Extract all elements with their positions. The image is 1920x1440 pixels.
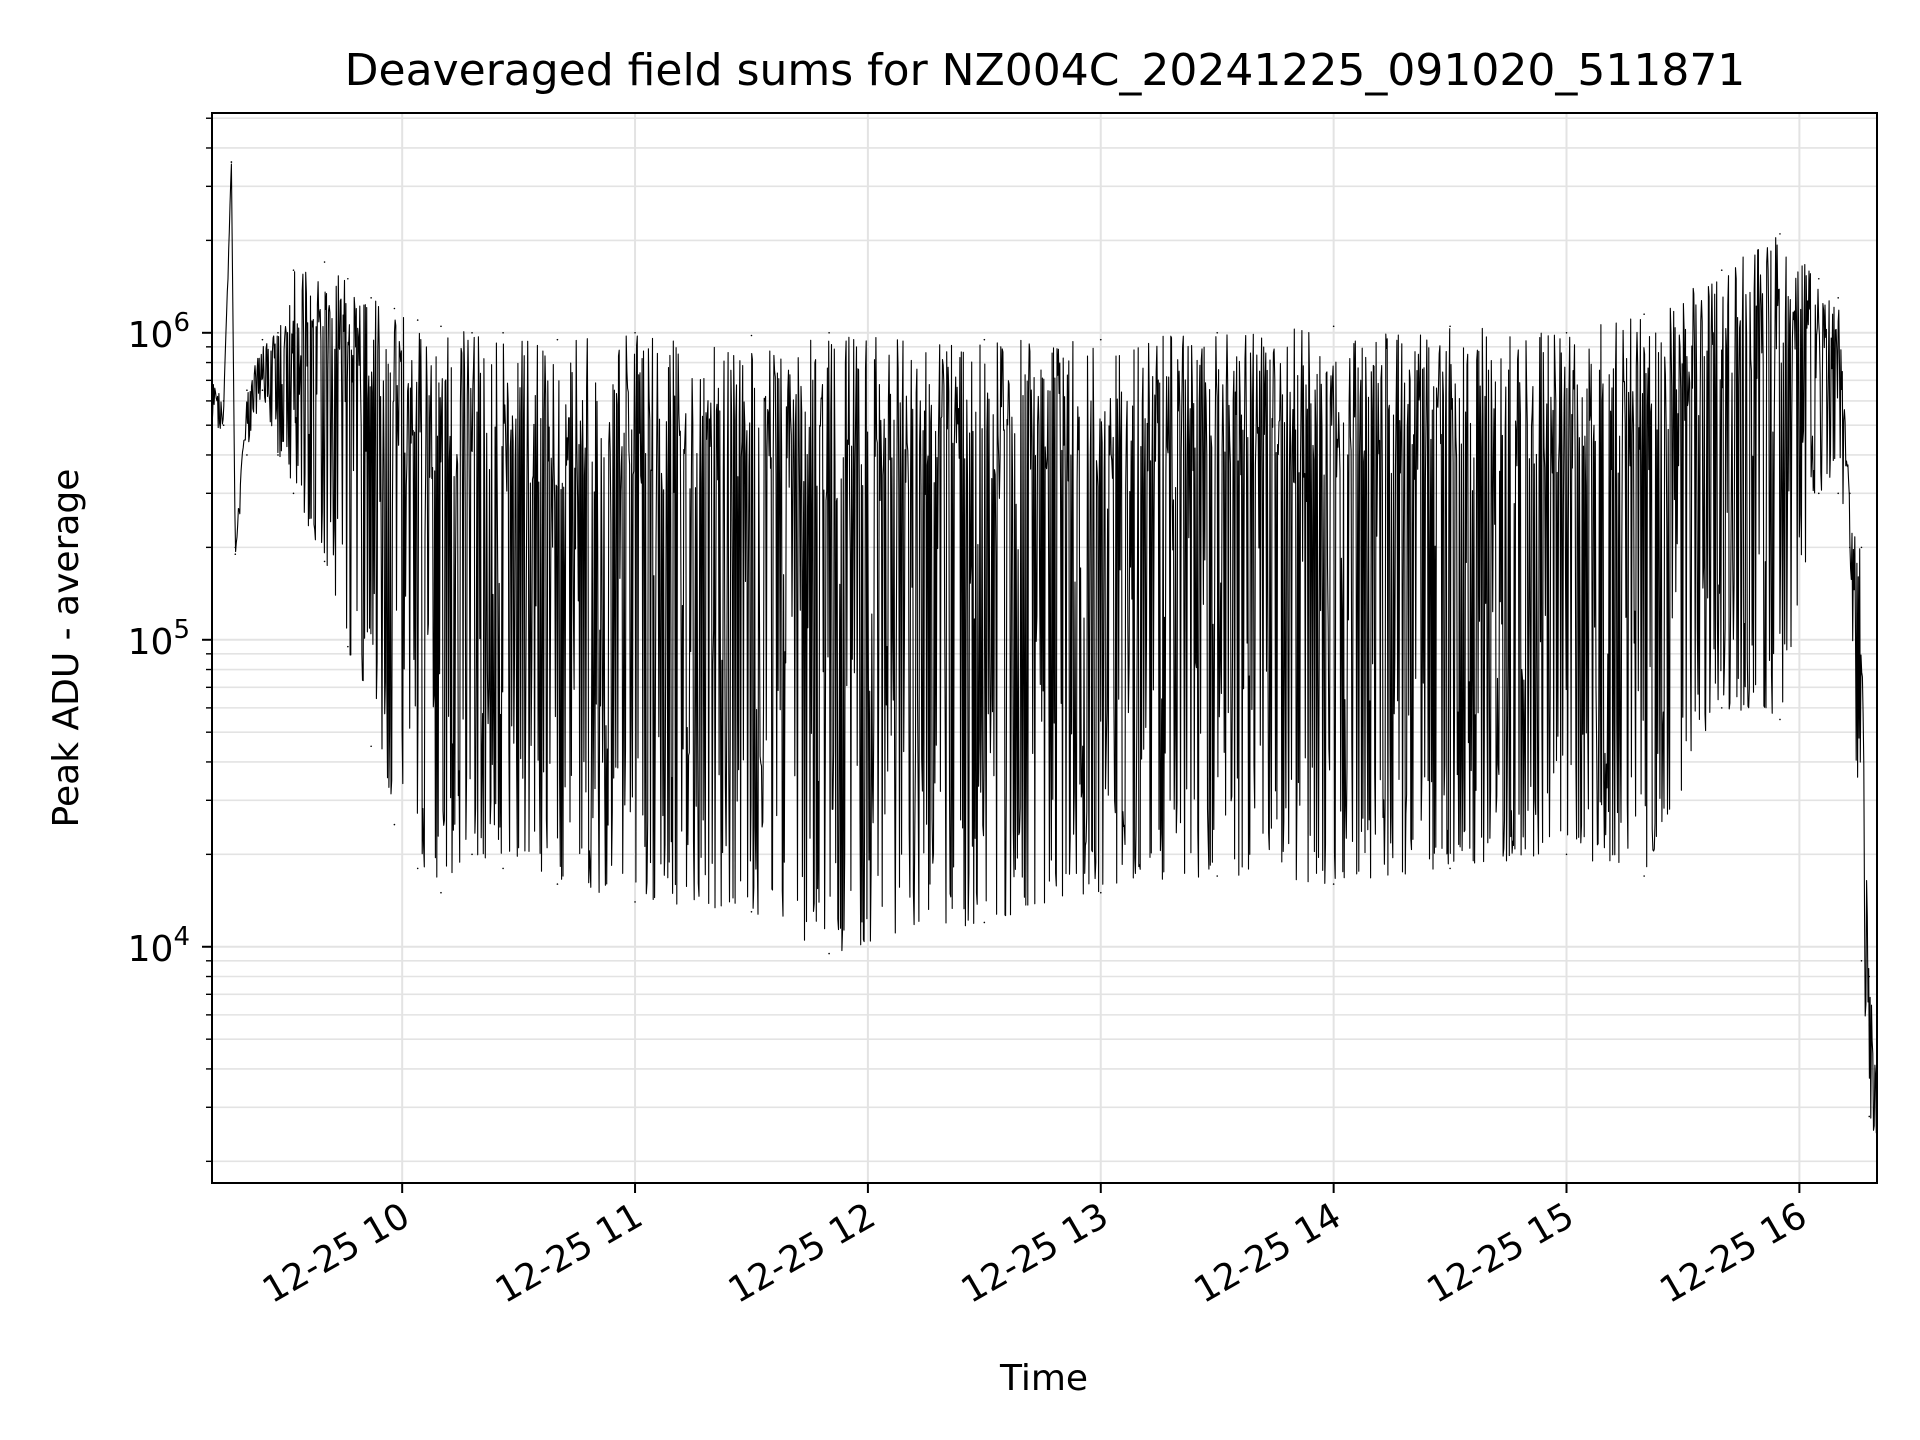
- data-point-upper: [556, 338, 559, 341]
- data-point-upper: [750, 334, 753, 337]
- data-point-upper: [347, 277, 349, 280]
- data-point-upper: [1643, 313, 1645, 315]
- data-point-upper: [828, 331, 830, 334]
- data-point-lower: [1565, 853, 1568, 856]
- data-point-lower: [828, 952, 830, 955]
- data-point-lower: [1643, 875, 1645, 877]
- data-series: [211, 161, 1878, 1144]
- series-line: [211, 163, 1878, 1134]
- y-axis-label: Peak ADU - average: [46, 469, 87, 828]
- data-point-lower: [983, 921, 986, 924]
- data-point-upper: [1216, 331, 1219, 334]
- data-point-lower: [292, 492, 295, 495]
- data-point-upper: [1720, 269, 1723, 271]
- data-point-upper: [1449, 325, 1451, 328]
- data-point-lower: [1868, 1115, 1871, 1118]
- data-point-lower: [261, 389, 264, 392]
- data-point-upper: [416, 319, 419, 321]
- data-point-lower: [440, 891, 442, 894]
- data-point-upper: [292, 269, 295, 271]
- data-point-lower: [277, 454, 279, 456]
- data-point-lower: [471, 853, 473, 856]
- data-point-lower: [246, 454, 248, 456]
- data-point-upper: [634, 331, 636, 334]
- data-point-upper: [222, 400, 225, 402]
- data-point-upper: [370, 297, 372, 299]
- data-point-upper: [393, 307, 396, 310]
- data-point-upper: [234, 546, 237, 549]
- data-point-lower: [222, 424, 225, 427]
- data-point-lower: [230, 161, 233, 163]
- data-point-upper: [471, 331, 473, 334]
- data-point-lower: [1860, 960, 1863, 962]
- data-point-lower: [1817, 492, 1820, 495]
- data-point-upper: [1837, 297, 1839, 299]
- x-axis-label: Time: [999, 1358, 1088, 1399]
- data-point-upper: [983, 338, 986, 341]
- data-point-lower: [502, 867, 504, 870]
- y-tick-label: 106: [128, 308, 190, 356]
- data-point-upper: [1779, 233, 1781, 235]
- data-point-lower: [1849, 546, 1851, 549]
- data-point-upper: [1565, 331, 1568, 334]
- data-point-upper: [246, 389, 248, 392]
- data-point-lower: [393, 823, 396, 826]
- data-point-upper: [440, 325, 442, 328]
- data-point-lower: [1837, 492, 1839, 495]
- data-point-lower: [556, 883, 559, 885]
- data-point-upper: [1332, 325, 1335, 328]
- data-point-lower: [1720, 707, 1723, 709]
- data-point-upper: [1817, 277, 1820, 280]
- data-point-upper: [261, 338, 264, 341]
- data-point-lower: [1099, 891, 1102, 894]
- data-point-upper: [502, 331, 504, 334]
- data-point-lower: [750, 910, 753, 913]
- data-point-lower: [234, 553, 237, 556]
- data-point-upper: [1860, 546, 1863, 549]
- data-point-lower: [416, 867, 419, 870]
- data-point-lower: [1216, 875, 1219, 877]
- data-point-lower: [1449, 867, 1451, 870]
- data-point-upper: [1099, 338, 1102, 341]
- data-point-lower: [323, 560, 326, 563]
- data-point-upper: [323, 261, 326, 263]
- data-point-lower: [370, 745, 372, 748]
- data-point-upper: [277, 331, 279, 334]
- data-point-lower: [347, 645, 349, 648]
- chart-title: Deaveraged field sums for NZ004C_2024122…: [345, 45, 1746, 96]
- data-point-lower: [1779, 718, 1781, 721]
- data-point-upper: [1868, 975, 1871, 978]
- plot-frame: [211, 112, 1878, 1184]
- data-point-lower: [1332, 883, 1335, 885]
- data-point-lower: [634, 901, 636, 903]
- data-point-upper: [1849, 492, 1851, 495]
